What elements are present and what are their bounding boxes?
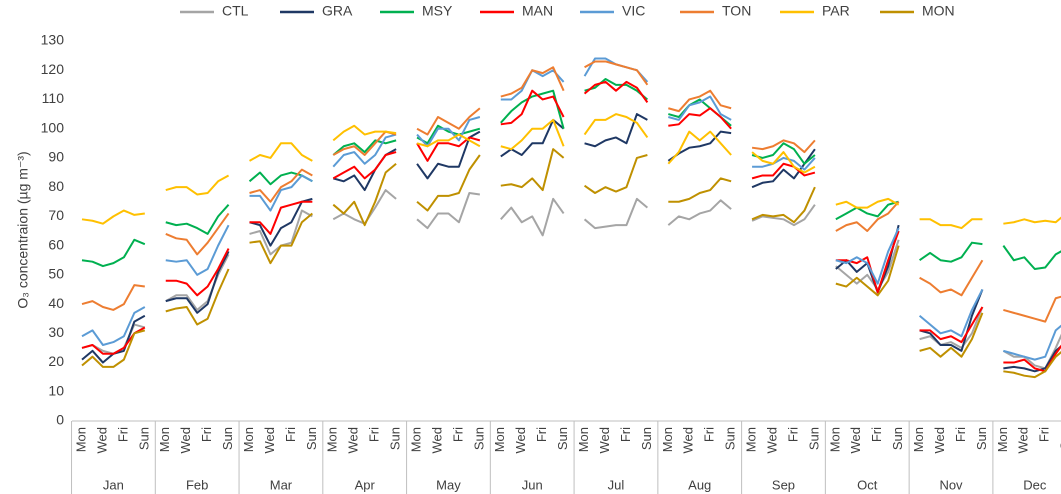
series-line bbox=[81, 78, 1061, 270]
x-tick-label: Mon bbox=[911, 427, 926, 452]
x-tick-label: Fri bbox=[367, 427, 382, 442]
legend-label: VIC bbox=[622, 3, 645, 19]
x-tick-label: Sun bbox=[471, 427, 486, 450]
x-tick-label: Sun bbox=[304, 427, 319, 450]
month-label: Feb bbox=[186, 477, 208, 492]
legend-label: TON bbox=[722, 3, 751, 19]
x-tick-label: Wed bbox=[1016, 427, 1031, 454]
x-tick-label: Fri bbox=[618, 427, 633, 442]
legend-label: CTL bbox=[222, 3, 249, 19]
y-tick-label: 80 bbox=[48, 178, 64, 194]
month-label: Mar bbox=[270, 477, 293, 492]
x-tick-label: Fri bbox=[534, 427, 549, 442]
y-tick-label: 30 bbox=[48, 324, 64, 340]
y-tick-label: 40 bbox=[48, 295, 64, 311]
x-tick-label: Wed bbox=[429, 427, 444, 454]
series-line bbox=[81, 113, 1061, 373]
x-tick-label: Sun bbox=[388, 427, 403, 450]
x-tick-label: Wed bbox=[681, 427, 696, 454]
month-label: Jan bbox=[103, 477, 124, 492]
x-tick-label: Sun bbox=[639, 427, 654, 450]
x-tick-label: Fri bbox=[283, 427, 298, 442]
x-tick-label: Mon bbox=[995, 427, 1010, 452]
x-tick-label: Fri bbox=[785, 427, 800, 442]
y-tick-label: 0 bbox=[56, 412, 64, 428]
y-tick-label: 50 bbox=[48, 266, 64, 282]
y-axis-label: O₃ concentraion (µg m⁻³) bbox=[15, 151, 31, 308]
legend-label: MAN bbox=[522, 3, 553, 19]
x-tick-label: Fri bbox=[1037, 427, 1052, 442]
series-line bbox=[81, 148, 1061, 379]
x-tick-label: Mon bbox=[157, 427, 172, 452]
series-line bbox=[81, 80, 1061, 373]
y-tick-label: 20 bbox=[48, 353, 64, 369]
month-label: Dec bbox=[1023, 477, 1047, 492]
x-tick-label: Mon bbox=[492, 427, 507, 452]
x-tick-label: Fri bbox=[450, 427, 465, 442]
x-tick-label: Sun bbox=[1058, 427, 1061, 450]
x-tick-label: Sun bbox=[220, 427, 235, 450]
month-label: Jun bbox=[522, 477, 543, 492]
x-tick-label: Mon bbox=[827, 427, 842, 452]
y-tick-label: 120 bbox=[41, 61, 65, 77]
x-tick-label: Fri bbox=[702, 427, 717, 442]
x-tick-label: Fri bbox=[115, 427, 130, 442]
x-tick-label: Mon bbox=[660, 427, 675, 452]
x-tick-label: Mon bbox=[241, 427, 256, 452]
x-tick-label: Fri bbox=[199, 427, 214, 442]
month-label: May bbox=[436, 477, 461, 492]
series-line bbox=[81, 60, 1061, 323]
legend-label: MON bbox=[922, 3, 955, 19]
y-tick-label: 110 bbox=[42, 90, 65, 106]
month-label: Nov bbox=[939, 477, 963, 492]
series-line bbox=[81, 189, 1061, 370]
y-tick-label: 90 bbox=[48, 149, 64, 165]
x-tick-label: Sun bbox=[136, 427, 151, 450]
series-line bbox=[81, 57, 1061, 361]
x-tick-label: Mon bbox=[576, 427, 591, 452]
x-tick-label: Wed bbox=[94, 427, 109, 454]
month-label: Sep bbox=[772, 477, 795, 492]
x-tick-label: Mon bbox=[73, 427, 88, 452]
x-tick-label: Sun bbox=[723, 427, 738, 450]
x-tick-label: Wed bbox=[597, 427, 612, 454]
y-tick-label: 10 bbox=[48, 382, 64, 398]
x-tick-label: Fri bbox=[869, 427, 884, 442]
y-tick-label: 100 bbox=[41, 119, 65, 135]
x-tick-label: Wed bbox=[513, 427, 528, 454]
x-tick-label: Wed bbox=[764, 427, 779, 454]
month-label: Aug bbox=[688, 477, 711, 492]
x-tick-label: Wed bbox=[262, 427, 277, 454]
month-label: Apr bbox=[355, 477, 376, 492]
x-tick-label: Mon bbox=[744, 427, 759, 452]
x-tick-label: Wed bbox=[346, 427, 361, 454]
legend-label: MSY bbox=[422, 3, 453, 19]
month-label: Oct bbox=[857, 477, 878, 492]
x-tick-label: Wed bbox=[932, 427, 947, 454]
x-tick-label: Mon bbox=[408, 427, 423, 452]
series-line bbox=[81, 113, 1061, 230]
x-tick-label: Wed bbox=[178, 427, 193, 454]
y-tick-label: 60 bbox=[48, 236, 64, 252]
y-tick-label: 70 bbox=[48, 207, 64, 223]
x-tick-label: Fri bbox=[953, 427, 968, 442]
x-tick-label: Sun bbox=[890, 427, 905, 450]
legend-label: PAR bbox=[822, 3, 850, 19]
legend-label: GRA bbox=[322, 3, 353, 19]
x-tick-label: Sun bbox=[555, 427, 570, 450]
month-label: Jul bbox=[608, 477, 625, 492]
x-tick-label: Wed bbox=[848, 427, 863, 454]
x-tick-label: Sun bbox=[974, 427, 989, 450]
x-tick-label: Mon bbox=[325, 427, 340, 452]
y-tick-label: 130 bbox=[41, 32, 65, 48]
x-tick-label: Sun bbox=[806, 427, 821, 450]
